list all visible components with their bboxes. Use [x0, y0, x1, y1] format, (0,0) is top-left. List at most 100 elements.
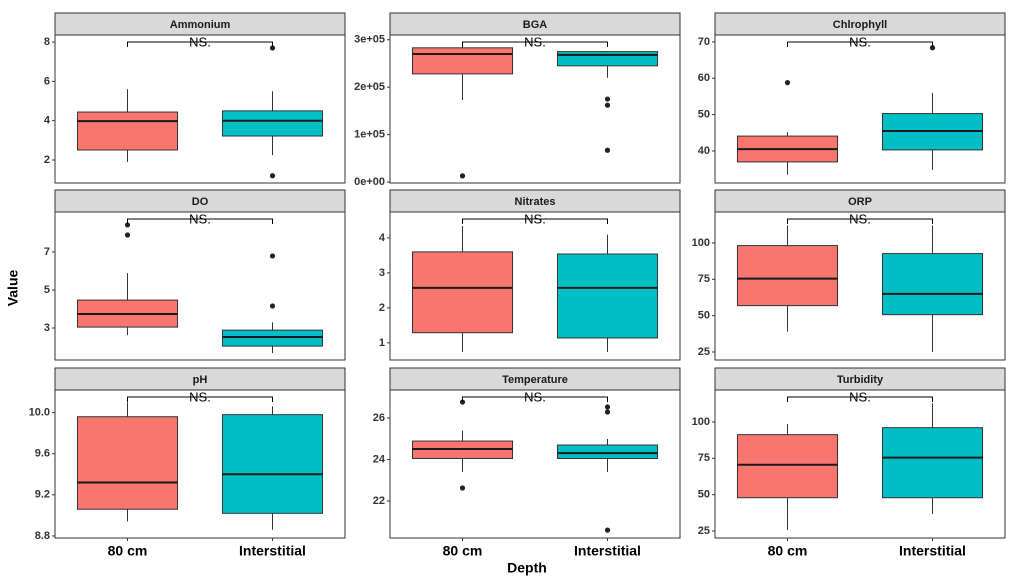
box	[736, 434, 839, 499]
significance-bracket	[462, 218, 608, 224]
box	[736, 245, 839, 307]
y-tick-label: 9.6	[35, 448, 50, 460]
y-tick-label: 25	[698, 346, 710, 358]
y-tick-label: 6	[44, 75, 50, 87]
significance-bracket	[787, 218, 933, 224]
y-tick-label: 1	[379, 337, 385, 349]
y-tick-label: 9.2	[35, 489, 50, 501]
strip-title: Turbidity	[837, 374, 884, 386]
box	[76, 111, 179, 151]
significance-label: NS.	[524, 211, 546, 226]
x-tick-label: Interstitial	[239, 543, 306, 559]
y-tick-label: 24	[373, 453, 386, 465]
significance-bracket	[127, 396, 273, 402]
box	[221, 329, 324, 347]
box	[221, 110, 324, 137]
box	[221, 414, 324, 514]
y-tick-label: 4	[44, 115, 51, 127]
y-tick-label: 75	[698, 273, 710, 285]
box	[881, 427, 984, 499]
box	[556, 51, 659, 67]
y-tick-label: 50	[698, 310, 710, 322]
x-tick-label: 80 cm	[768, 543, 808, 559]
significance-label: NS.	[849, 211, 871, 226]
y-tick-label: 8.8	[35, 530, 50, 542]
strip-title: Chlrophyll	[833, 19, 887, 31]
box	[411, 251, 514, 334]
box	[556, 444, 659, 459]
significance-label: NS.	[849, 34, 871, 49]
box	[411, 47, 514, 75]
strip-title: BGA	[523, 19, 548, 31]
y-tick-label: 60	[698, 72, 710, 84]
y-tick-label: 2e+05	[354, 81, 385, 93]
y-tick-label: 70	[698, 36, 710, 48]
strip-title: Temperature	[502, 374, 568, 386]
significance-bracket	[787, 41, 933, 47]
outlier	[604, 409, 611, 415]
outlier	[269, 173, 276, 179]
significance-label: NS.	[189, 211, 211, 226]
strip-title: Nitrates	[515, 196, 556, 208]
outlier	[124, 222, 131, 228]
outlier	[929, 45, 936, 51]
strip-title: Ammonium	[170, 19, 231, 31]
x-tick-label: Interstitial	[899, 543, 966, 559]
y-tick-label: 3e+05	[354, 34, 385, 46]
y-tick-label: 1e+05	[354, 129, 385, 141]
x-tick-label: 80 cm	[108, 543, 148, 559]
strip-title: DO	[192, 196, 209, 208]
outlier	[269, 45, 276, 51]
significance-bracket	[462, 41, 608, 47]
significance-label: NS.	[189, 389, 211, 404]
significance-bracket	[462, 396, 608, 402]
box	[556, 253, 659, 339]
strip-title: ORP	[848, 196, 872, 208]
y-tick-label: 2	[379, 302, 385, 314]
y-tick-label: 75	[698, 452, 710, 464]
outlier	[604, 404, 611, 410]
outlier	[459, 485, 466, 491]
y-tick-label: 3	[44, 322, 50, 334]
outlier	[604, 102, 611, 108]
panel	[389, 389, 681, 539]
significance-label: NS.	[524, 389, 546, 404]
outlier	[124, 232, 131, 238]
significance-bracket	[787, 396, 933, 402]
outlier	[269, 303, 276, 309]
significance-bracket	[127, 218, 273, 224]
significance-label: NS.	[189, 34, 211, 49]
y-tick-label: 0e+00	[354, 176, 385, 188]
y-tick-label: 8	[44, 36, 50, 48]
x-tick-label: Interstitial	[574, 543, 641, 559]
outlier	[459, 173, 466, 179]
y-tick-label: 4	[379, 232, 386, 244]
significance-label: NS.	[849, 389, 871, 404]
y-tick-label: 26	[373, 412, 385, 424]
y-tick-label: 50	[698, 489, 710, 501]
outlier	[604, 96, 611, 102]
y-tick-label: 7	[44, 246, 50, 258]
y-tick-label: 50	[698, 109, 710, 121]
panel	[54, 34, 346, 184]
strip-title: pH	[193, 374, 208, 386]
outlier	[784, 80, 791, 86]
y-tick-label: 25	[698, 525, 710, 537]
significance-label: NS.	[524, 34, 546, 49]
outlier	[459, 399, 466, 405]
y-tick-label: 10.0	[29, 407, 50, 419]
box	[881, 253, 984, 316]
x-tick-label: 80 cm	[443, 543, 483, 559]
outlier	[604, 527, 611, 533]
y-tick-label: 2	[44, 154, 50, 166]
x-axis-title: Depth	[507, 560, 547, 576]
significance-bracket	[127, 41, 273, 47]
y-tick-label: 3	[379, 267, 385, 279]
y-tick-label: 5	[44, 284, 50, 296]
y-axis-title: Value	[5, 270, 21, 307]
y-tick-label: 100	[692, 237, 710, 249]
box	[76, 416, 179, 510]
y-tick-label: 40	[698, 145, 710, 157]
y-tick-label: 100	[692, 416, 710, 428]
